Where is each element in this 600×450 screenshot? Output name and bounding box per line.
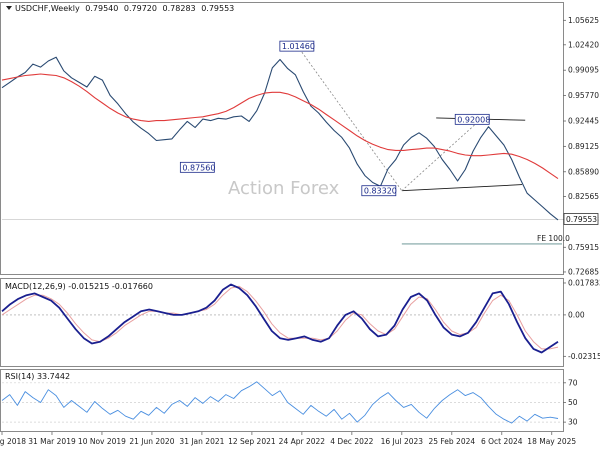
svg-text:USDCHF,Weekly 0.79540: USDCHF,Weekly 0.79540 0.79720 0.78283 0.… [15, 4, 234, 13]
rsi-line [1, 381, 559, 424]
fe-label: FE 100.0 [537, 234, 570, 243]
lower-trendline [401, 184, 523, 192]
x-tick-label: 24 Apr 2022 [279, 437, 326, 446]
price-series [1, 56, 559, 221]
price-axis-tick-label: 0.82565 [568, 192, 599, 201]
price-axis-tick-label: 0.95770 [568, 91, 599, 100]
ohlc-low: 0.78283 [163, 4, 196, 13]
macd-line [1, 283, 559, 354]
ohlc-high: 0.79720 [124, 4, 157, 13]
annotation-label: 0.87560 [182, 163, 215, 172]
price-annotations: 1.01460 0.87560 0.83320 0.92008 [179, 40, 490, 197]
last-price-label: 0.79553 [566, 215, 597, 224]
x-tick-label: 21 Jun 2020 [129, 437, 174, 446]
watermark: Action Forex [228, 178, 340, 199]
macd-series [1, 283, 559, 354]
price-line [1, 56, 559, 221]
price-axis-tick-label: 0.85890 [568, 167, 599, 176]
fe-level: FE 100.0 [401, 234, 570, 245]
annotation-box [279, 40, 315, 52]
price-axis-tick-label: 0.89125 [568, 142, 599, 151]
rsi-axis-tick-label: 30 [568, 418, 578, 427]
x-tick-label: 25 Feb 2024 [428, 437, 475, 446]
x-tick-label: 31 Jan 2021 [179, 437, 224, 446]
annotation-label: 0.83320 [364, 187, 397, 196]
x-tick-label: 16 Jul 2023 [381, 437, 424, 446]
annotation-label: 0.92008 [457, 115, 490, 124]
rsi-axis-tick-label: 50 [568, 398, 578, 407]
moving-average-line [1, 73, 559, 180]
annotation-box [179, 161, 215, 173]
price-axis-tick-label: 0.72685 [568, 267, 599, 276]
price-pane-header: USDCHF,Weekly 0.79540 0.79720 0.78283 0.… [6, 4, 234, 13]
dashed-connector-high-low [301, 51, 403, 191]
ohlc-open: 0.79540 [85, 4, 118, 13]
price-axis-tick-label: 1.02420 [568, 40, 599, 49]
ohlc-close: 0.79553 [201, 4, 234, 13]
x-tick-label: 6 Oct 2024 [481, 437, 523, 446]
rsi-series [1, 381, 559, 424]
price-axis-tick-label: 1.05625 [568, 16, 599, 25]
pane-frames [0, 2, 564, 432]
x-tick-label: 12 Sep 2021 [228, 437, 276, 446]
x-tick-label: 31 Mar 2019 [28, 437, 76, 446]
rsi-axis-tick-label: 70 [568, 378, 578, 387]
x-tick-label: 10 Nov 2019 [78, 437, 126, 446]
price-pane-title: USDCHF,Weekly [15, 4, 80, 13]
x-tick-label: 4 Dec 2022 [330, 437, 373, 446]
annotation-box [454, 113, 490, 125]
macd-pane-frame [0, 278, 564, 367]
macd-axis-tick-label: 0.017833 [568, 278, 600, 287]
last-price-tag [563, 213, 599, 225]
macd-pane-title: MACD(12,26,9) -0.015215 -0.017660 [5, 282, 153, 291]
macd-y-axis: 0.017833 0.00 -0.023159 [2, 278, 600, 361]
macd-axis-tick-label: -0.023159 [568, 352, 600, 361]
dashed-connector-low-high [401, 124, 476, 192]
price-axis-tick-label: 0.99095 [568, 66, 599, 75]
price-y-axis: 1.05625 1.02420 0.99095 0.95770 0.92445 0.891… [2, 16, 599, 276]
rsi-pane-frame [0, 369, 564, 432]
collapse-arrow-icon[interactable] [6, 6, 12, 10]
price-axis-tick-label: 0.92445 [568, 117, 599, 126]
price-axis-tick-label: 0.75915 [568, 243, 599, 252]
price-pane-frame [0, 2, 564, 275]
macd-axis-tick-label: 0.00 [568, 310, 585, 319]
x-tick-label: 19 Aug 2018 [0, 437, 26, 446]
annotation-box [361, 185, 397, 197]
annotation-label: 1.01460 [282, 42, 315, 51]
rsi-pane-title: RSI(14) 33.7442 [5, 372, 70, 381]
x-tick-label: 18 May 2025 [527, 437, 576, 446]
